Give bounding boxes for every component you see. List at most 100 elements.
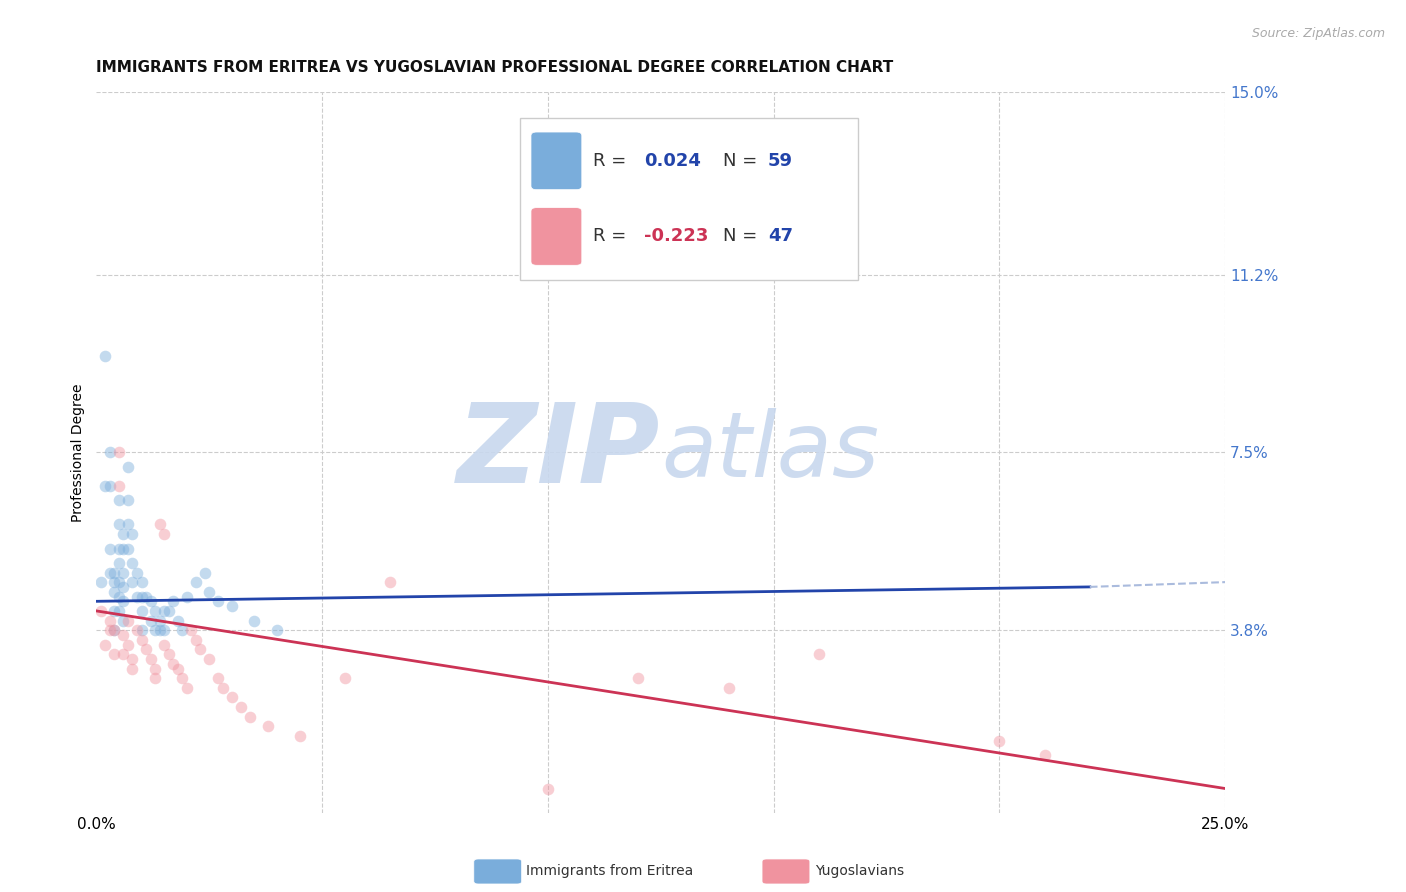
Point bbox=[153, 623, 176, 637]
Point bbox=[537, 781, 560, 796]
Point bbox=[112, 594, 135, 608]
Point bbox=[627, 671, 650, 685]
Text: 47: 47 bbox=[768, 227, 793, 245]
Point bbox=[180, 623, 202, 637]
Point bbox=[266, 623, 288, 637]
Point bbox=[125, 590, 148, 604]
Point bbox=[98, 566, 121, 580]
Point bbox=[98, 445, 121, 459]
Point bbox=[188, 642, 211, 657]
Point bbox=[121, 556, 143, 570]
Point bbox=[198, 652, 221, 666]
Point bbox=[108, 575, 131, 590]
Point bbox=[112, 580, 135, 594]
Point bbox=[378, 575, 401, 590]
FancyBboxPatch shape bbox=[531, 208, 582, 265]
Point bbox=[98, 614, 121, 628]
Text: ZIP: ZIP bbox=[457, 399, 661, 506]
Point bbox=[108, 541, 131, 556]
Point bbox=[333, 671, 356, 685]
Text: Yugoslavians: Yugoslavians bbox=[815, 864, 904, 879]
Point bbox=[221, 690, 243, 705]
Point bbox=[139, 594, 162, 608]
Text: N =: N = bbox=[723, 227, 763, 245]
Point bbox=[108, 493, 131, 508]
Text: 0.024: 0.024 bbox=[644, 152, 700, 169]
Point bbox=[112, 527, 135, 541]
Point bbox=[288, 729, 311, 743]
Point bbox=[176, 590, 198, 604]
Point bbox=[94, 479, 117, 493]
Point bbox=[108, 517, 131, 532]
Point bbox=[117, 541, 139, 556]
Point bbox=[125, 566, 148, 580]
Point bbox=[239, 709, 262, 723]
Point bbox=[125, 623, 148, 637]
Point bbox=[153, 604, 176, 618]
Point bbox=[121, 575, 143, 590]
Point bbox=[94, 638, 117, 652]
Point bbox=[135, 590, 157, 604]
Point bbox=[117, 614, 139, 628]
Point bbox=[98, 479, 121, 493]
Point bbox=[184, 575, 207, 590]
Point bbox=[172, 671, 194, 685]
Point bbox=[172, 623, 194, 637]
Point bbox=[139, 614, 162, 628]
Point bbox=[103, 623, 125, 637]
Point bbox=[98, 623, 121, 637]
Point bbox=[112, 541, 135, 556]
Point bbox=[162, 657, 184, 671]
Point bbox=[117, 493, 139, 508]
Point bbox=[211, 681, 233, 695]
Text: -0.223: -0.223 bbox=[644, 227, 709, 245]
Point bbox=[112, 647, 135, 661]
Point bbox=[135, 642, 157, 657]
Point bbox=[112, 628, 135, 642]
Point bbox=[166, 614, 188, 628]
Point bbox=[207, 594, 229, 608]
Point bbox=[131, 623, 153, 637]
Point bbox=[90, 604, 112, 618]
Point bbox=[139, 652, 162, 666]
Point bbox=[184, 632, 207, 647]
Text: Immigrants from Eritrea: Immigrants from Eritrea bbox=[526, 864, 693, 879]
Point bbox=[108, 445, 131, 459]
Point bbox=[153, 527, 176, 541]
Text: IMMIGRANTS FROM ERITREA VS YUGOSLAVIAN PROFESSIONAL DEGREE CORRELATION CHART: IMMIGRANTS FROM ERITREA VS YUGOSLAVIAN P… bbox=[97, 60, 894, 75]
Point bbox=[131, 632, 153, 647]
Point bbox=[162, 594, 184, 608]
Point bbox=[103, 623, 125, 637]
Text: N =: N = bbox=[723, 152, 763, 169]
Point bbox=[148, 517, 170, 532]
Point bbox=[148, 623, 170, 637]
Point bbox=[207, 671, 229, 685]
Point bbox=[108, 604, 131, 618]
Point bbox=[176, 681, 198, 695]
Text: R =: R = bbox=[593, 227, 633, 245]
Point bbox=[243, 614, 266, 628]
Point bbox=[143, 623, 166, 637]
Point bbox=[1033, 747, 1056, 762]
Point bbox=[143, 661, 166, 675]
Point bbox=[131, 590, 153, 604]
Point bbox=[108, 590, 131, 604]
Point bbox=[166, 661, 188, 675]
Point bbox=[103, 584, 125, 599]
Point bbox=[229, 700, 252, 714]
Point bbox=[117, 517, 139, 532]
Point bbox=[198, 584, 221, 599]
Text: R =: R = bbox=[593, 152, 633, 169]
Point bbox=[103, 575, 125, 590]
Y-axis label: Professional Degree: Professional Degree bbox=[72, 384, 86, 522]
Point bbox=[108, 556, 131, 570]
Point bbox=[90, 575, 112, 590]
Point bbox=[221, 599, 243, 613]
Point bbox=[988, 733, 1011, 747]
Point bbox=[117, 638, 139, 652]
Point bbox=[103, 566, 125, 580]
Point bbox=[717, 681, 740, 695]
Text: Source: ZipAtlas.com: Source: ZipAtlas.com bbox=[1251, 27, 1385, 40]
FancyBboxPatch shape bbox=[520, 118, 859, 280]
Point bbox=[121, 652, 143, 666]
